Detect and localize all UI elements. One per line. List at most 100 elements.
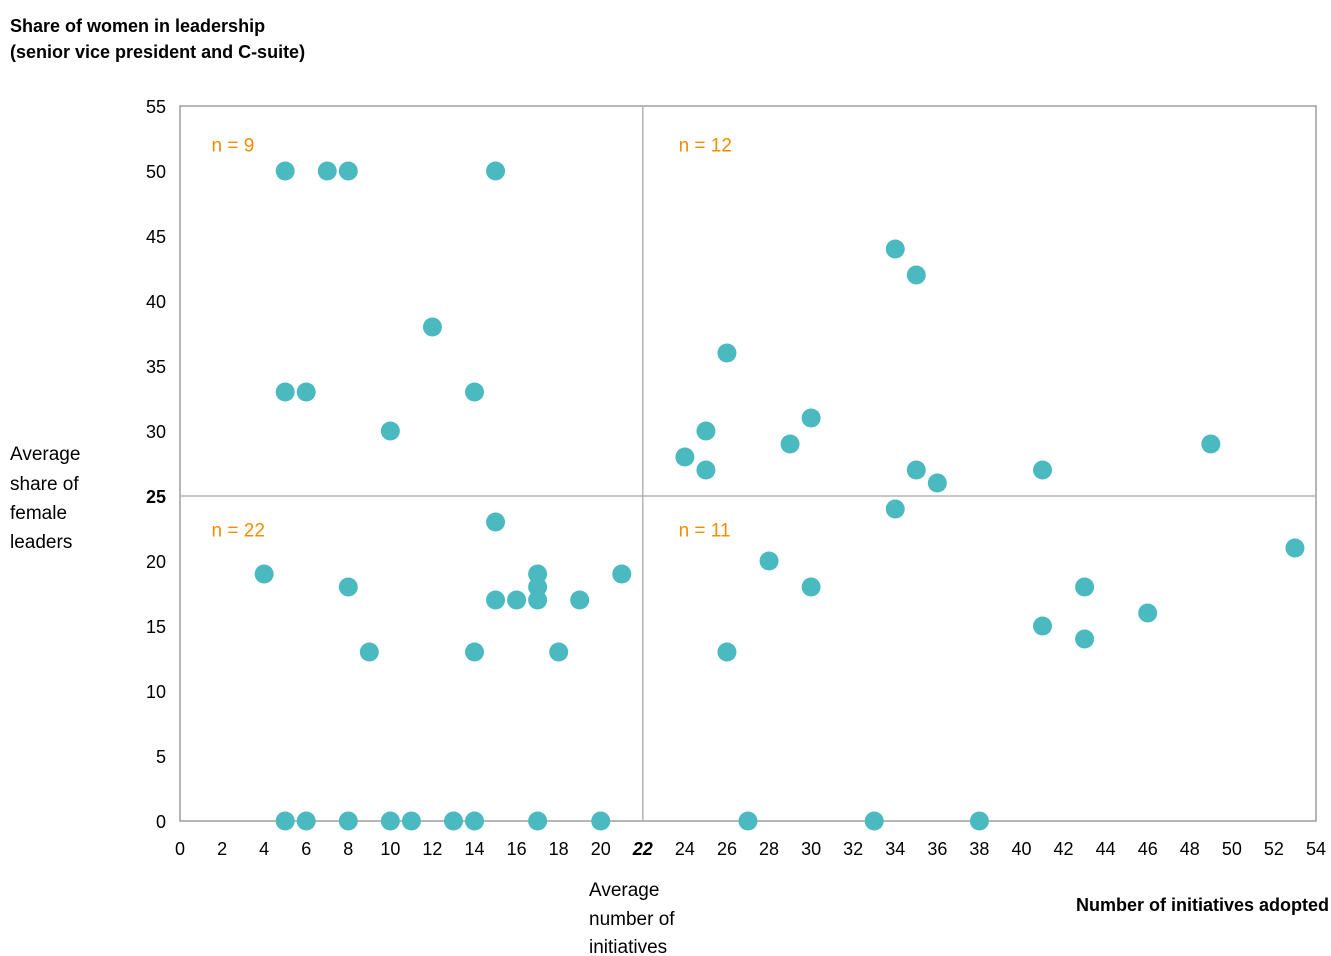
x-tick-label: 4 xyxy=(259,839,269,859)
data-point xyxy=(465,642,485,662)
data-point xyxy=(1075,577,1095,597)
y-tick-label: 5 xyxy=(156,747,166,767)
data-point xyxy=(717,642,737,662)
data-point xyxy=(275,382,295,402)
y-tick-label: 35 xyxy=(146,357,166,377)
x-tick-label: 12 xyxy=(422,839,442,859)
x-tick-label: 42 xyxy=(1054,839,1074,859)
data-point xyxy=(969,811,989,831)
data-point xyxy=(885,239,905,259)
data-point xyxy=(486,590,506,610)
x-tick-label: 50 xyxy=(1222,839,1242,859)
y-reference-label: Average share of female leaders xyxy=(10,444,80,553)
data-point xyxy=(927,473,947,493)
data-point xyxy=(759,551,779,571)
data-point xyxy=(906,265,926,285)
chart-subtitle: (senior vice president and C-suite) xyxy=(10,42,305,62)
data-point xyxy=(465,811,485,831)
data-point xyxy=(1033,616,1053,636)
data-point xyxy=(296,382,316,402)
y-tick-label: 40 xyxy=(146,292,166,312)
data-point xyxy=(528,577,548,597)
data-point xyxy=(528,564,548,584)
data-point xyxy=(801,577,821,597)
data-point xyxy=(296,811,316,831)
quadrant-count-label: n = 22 xyxy=(212,520,265,541)
x-tick-label: 34 xyxy=(885,839,905,859)
quadrant-count-label: n = 11 xyxy=(679,520,731,541)
x-tick-label: 54 xyxy=(1306,839,1326,859)
data-point xyxy=(486,161,506,181)
data-point xyxy=(696,460,716,480)
x-tick-label: 18 xyxy=(549,839,569,859)
x-tick-label: 16 xyxy=(507,839,527,859)
x-tick-label: 30 xyxy=(801,839,821,859)
data-point xyxy=(507,590,527,610)
data-point xyxy=(696,421,716,441)
x-axis-label: Number of initiatives adopted xyxy=(1076,895,1329,915)
data-point xyxy=(780,434,800,454)
data-point xyxy=(254,564,274,584)
x-reference-label-line: number of xyxy=(589,909,675,930)
data-point xyxy=(401,811,421,831)
data-point xyxy=(1033,460,1053,480)
y-tick-label: 25 xyxy=(146,487,166,507)
data-point xyxy=(612,564,632,584)
x-tick-label: 8 xyxy=(343,839,353,859)
x-tick-label: 44 xyxy=(1096,839,1116,859)
data-point xyxy=(338,161,358,181)
data-point xyxy=(528,811,548,831)
y-reference-label-line: Average xyxy=(10,444,80,465)
data-point xyxy=(1285,538,1305,558)
x-reference-label: Average number of initiatives xyxy=(589,880,675,956)
data-point xyxy=(675,447,695,467)
x-tick-label: 2 xyxy=(217,839,227,859)
data-point xyxy=(528,590,548,610)
data-point xyxy=(317,161,337,181)
x-tick-label: 40 xyxy=(1011,839,1031,859)
x-tick-label: 0 xyxy=(175,839,185,859)
data-point xyxy=(570,590,590,610)
data-point xyxy=(1075,629,1095,649)
y-tick-label: 50 xyxy=(146,162,166,182)
data-point xyxy=(465,382,485,402)
data-point xyxy=(359,642,379,662)
data-point xyxy=(486,512,506,532)
plot-frame xyxy=(179,105,1317,822)
data-point xyxy=(422,317,442,337)
y-tick-label: 30 xyxy=(146,422,166,442)
x-tick-label: 52 xyxy=(1264,839,1284,859)
x-reference-label-line: initiatives xyxy=(589,937,667,956)
data-point xyxy=(443,811,463,831)
x-tick-label: 48 xyxy=(1180,839,1200,859)
x-reference-label-line: Average xyxy=(589,880,659,901)
x-tick-label: 24 xyxy=(675,839,695,859)
x-tick-label: 38 xyxy=(969,839,989,859)
x-tick-label: 10 xyxy=(380,839,400,859)
data-point xyxy=(275,161,295,181)
y-tick-label: 10 xyxy=(146,682,166,702)
x-tick-label: 20 xyxy=(591,839,611,859)
data-point xyxy=(591,811,611,831)
quadrant-count-label: n = 9 xyxy=(212,136,255,157)
y-tick-label: 55 xyxy=(146,97,166,117)
x-tick-label: 14 xyxy=(465,839,485,859)
data-point xyxy=(801,408,821,428)
y-reference-label-line: female xyxy=(10,503,67,524)
data-point xyxy=(1138,603,1158,623)
x-tick-label: 28 xyxy=(759,839,779,859)
data-point xyxy=(338,811,358,831)
y-tick-label: 15 xyxy=(146,617,166,637)
quadrant-count-label: n = 12 xyxy=(679,136,732,157)
data-point xyxy=(549,642,569,662)
x-tick-label: 36 xyxy=(927,839,947,859)
chart-title: Share of women in leadership xyxy=(10,16,265,36)
y-tick-label: 20 xyxy=(146,552,166,572)
y-reference-label-line: share of xyxy=(10,474,79,495)
x-tick-label: 32 xyxy=(843,839,863,859)
data-point xyxy=(380,421,400,441)
data-point xyxy=(738,811,758,831)
data-point xyxy=(338,577,358,597)
x-tick-label: 26 xyxy=(717,839,737,859)
